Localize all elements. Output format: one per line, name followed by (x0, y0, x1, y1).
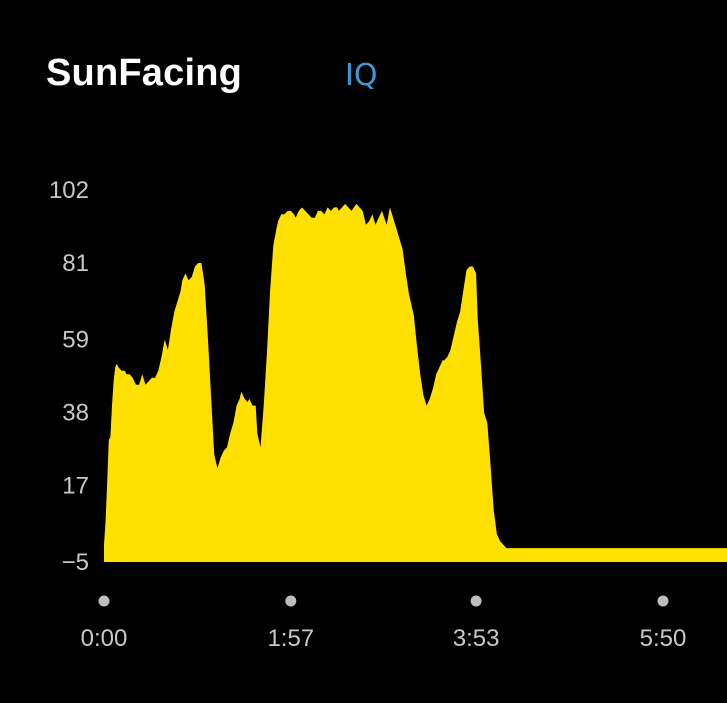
y-tick-label: −5 (62, 549, 89, 576)
x-tick-dot (285, 595, 297, 607)
x-tick-dot (657, 595, 669, 607)
y-tick-label: 59 (62, 327, 89, 354)
x-tick-label: 3:53 (453, 625, 500, 652)
y-tick-label: 102 (49, 177, 89, 204)
x-tick-label: 0:00 (81, 625, 128, 652)
x-tick-dot (98, 595, 110, 607)
area-layer (104, 203, 727, 562)
page-title: SunFacing (46, 52, 243, 94)
x-tick-label: 5:50 (640, 625, 687, 652)
y-tick-label: 38 (62, 400, 89, 427)
x-tick-dot (470, 595, 482, 607)
sun-facing-area (104, 203, 727, 562)
iq-badge: IQ (345, 58, 378, 93)
y-tick-label: 81 (62, 250, 89, 277)
chart-header: SunFacing IQ (0, 0, 727, 140)
x-axis: 0:00 1:57 3:53 5:50 (81, 595, 687, 652)
y-tick-label: 17 (62, 473, 89, 500)
x-tick-label: 1:57 (267, 625, 314, 652)
y-axis: 102 81 59 38 17 −5 (49, 177, 89, 576)
